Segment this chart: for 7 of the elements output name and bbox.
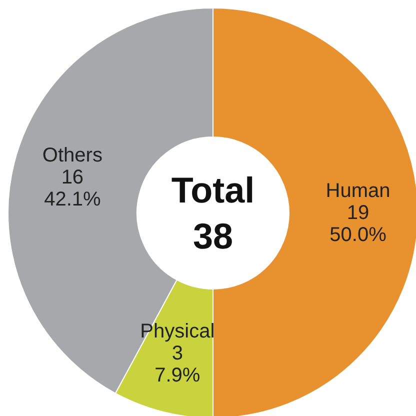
slice-label: Others — [42, 144, 102, 166]
data-label: 19 50.0% — [330, 202, 387, 246]
slice-label: Human — [326, 180, 390, 202]
data-label: 3 7.9% — [154, 342, 200, 387]
data-label: 16 42.1% — [44, 166, 102, 210]
text: 38 — [192, 216, 234, 256]
text: Total — [171, 170, 255, 210]
